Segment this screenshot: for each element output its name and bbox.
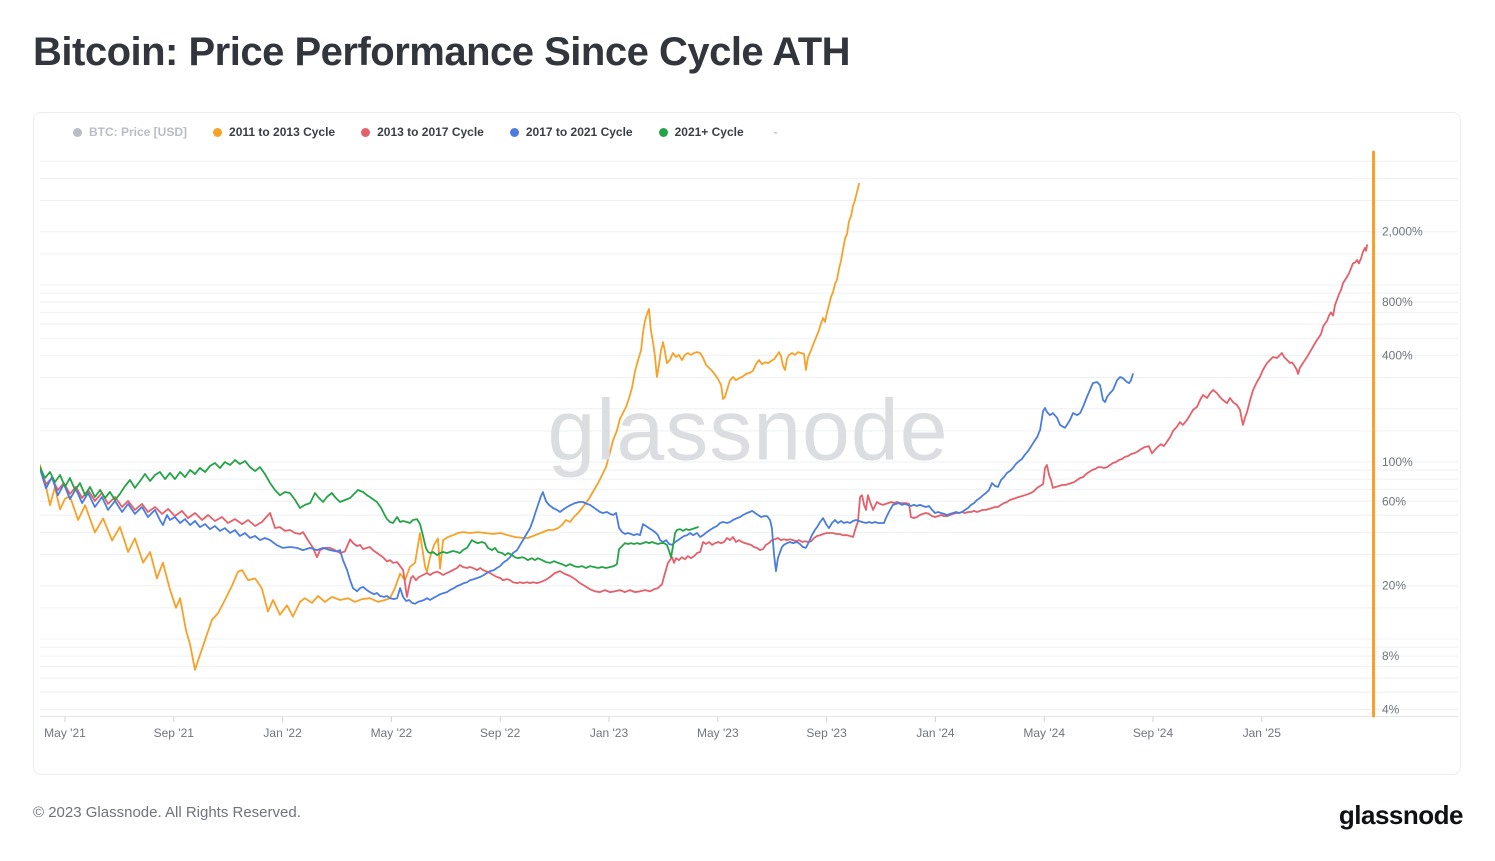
x-axis: May '21 Sep '21 Jan '22 May '22 Sep '22 Jan '… (40, 716, 1458, 740)
x-axis-tick-label: Jan '24 (916, 726, 955, 740)
x-axis-tick-label: May '24 (1023, 726, 1065, 740)
legend-marker-icon (361, 127, 371, 137)
legend-marker-icon (509, 127, 519, 137)
page-title: Bitcoin: Price Performance Since Cycle A… (33, 30, 851, 74)
legend-marker-icon (73, 127, 82, 137)
legend-item-2017-to-2021-cycle[interactable]: 2017 to 2021 Cycle (509, 125, 633, 139)
legend-item-2013-to-2017-cycle[interactable]: 2013 to 2017 Cycle (361, 125, 484, 139)
x-axis-tick-label: Jan '23 (590, 726, 629, 740)
glassnode-logo: glassnode (1338, 800, 1464, 830)
series-line-2017-to-2021-cycle (40, 373, 1134, 605)
y-axis-tick-label: 800% (1382, 295, 1413, 309)
y-axis-tick-label: 20% (1382, 579, 1406, 593)
legend-item-extra: - (773, 125, 778, 139)
x-axis-tick-label: Jan '22 (263, 726, 302, 740)
y-axis: 4% 8% 20% 60% 100% 400% 800% 2,000% (1382, 225, 1423, 717)
legend-item-label: 2017 to 2021 Cycle (525, 125, 633, 139)
y-axis-tick-label: 4% (1382, 702, 1400, 716)
series-lines (40, 182, 1368, 671)
legend-item-label: BTC: Price [USD] (89, 125, 188, 139)
y-axis-tick-label: 60% (1382, 494, 1406, 508)
y-axis-tick-label: 400% (1382, 348, 1413, 362)
y-axis-tick-label: 8% (1382, 649, 1400, 663)
chart-card (33, 112, 1461, 775)
legend-item-label: 2021+ Cycle (674, 125, 744, 139)
x-axis-tick-label: May '21 (44, 726, 86, 740)
x-axis-tick-label: Sep '22 (480, 726, 521, 740)
legend-item-btc-price-usd-[interactable]: BTC: Price [USD] (73, 125, 187, 139)
y-axis-tick-label: 2,000% (1382, 225, 1423, 239)
x-axis-tick-label: May '23 (697, 726, 739, 740)
x-axis-tick-label: Sep '21 (154, 726, 195, 740)
y-axis-tick-label: 100% (1382, 455, 1413, 469)
legend-marker-icon (658, 127, 668, 137)
legend-item-label: 2011 to 2013 Cycle (229, 125, 336, 139)
footer-copyright: © 2023 Glassnode. All Rights Reserved. (33, 804, 301, 821)
legend-item-label: 2013 to 2017 Cycle (377, 125, 484, 139)
series-line-2013-to-2017-cycle (40, 244, 1368, 598)
x-axis-tick-label: Sep '23 (806, 726, 847, 740)
gridlines (40, 160, 1458, 710)
x-axis-tick-label: Sep '24 (1133, 726, 1174, 740)
legend-item-2021-cycle[interactable]: 2021+ Cycle (658, 125, 744, 139)
x-axis-tick-label: Jan '25 (1243, 726, 1282, 740)
legend-marker-icon (213, 127, 223, 137)
x-axis-tick-label: May '22 (371, 726, 413, 740)
series-line-2021-cycle (40, 459, 699, 569)
series-line-2011-to-2013-cycle (40, 182, 860, 671)
chart-legend: BTC: Price [USD] 2011 to 2013 Cycle 2013 t… (73, 122, 778, 142)
legend-item-2011-to-2013-cycle[interactable]: 2011 to 2013 Cycle (213, 125, 335, 139)
